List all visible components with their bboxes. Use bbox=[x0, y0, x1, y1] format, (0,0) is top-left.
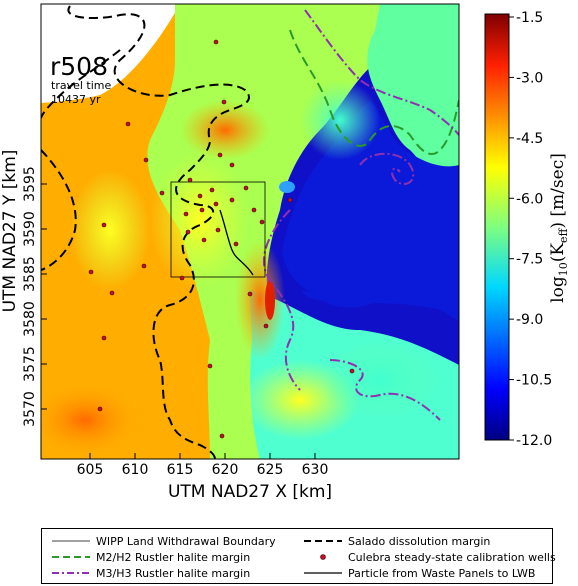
y-tick-label: 3570 bbox=[22, 391, 38, 427]
legend-item-m2h2: M2/H2 Rustler halite margin bbox=[52, 549, 250, 565]
y-tick-label: 3590 bbox=[22, 211, 38, 247]
travel-time-value: 10437 yr bbox=[51, 93, 101, 106]
dashed-line-icon bbox=[304, 535, 342, 547]
legend-item-particle: Particle from Waste Panels to LWB bbox=[304, 565, 535, 581]
x-tick-label: 620 bbox=[212, 462, 239, 478]
x-axis-ticks: 605 610 615 620 625 630 bbox=[77, 453, 329, 478]
legend-label: M2/H2 Rustler halite margin bbox=[96, 550, 251, 564]
colorbar-tick-label: -4.5 bbox=[516, 131, 543, 147]
legend-label: Salado dissolution margin bbox=[348, 534, 491, 548]
colorbar-label: log10(Keff) [m/sec] bbox=[548, 153, 570, 303]
colorbar-tick-label: -7.5 bbox=[516, 252, 543, 268]
colorbar bbox=[484, 13, 510, 441]
x-tick-label: 625 bbox=[257, 462, 284, 478]
colorbar-tick-label: -10.5 bbox=[516, 373, 552, 389]
legend-item-m3h3: M3/H3 Rustler halite margin bbox=[52, 565, 250, 581]
legend-item-wipp: WIPP Land Withdrawal Boundary bbox=[52, 533, 276, 549]
x-axis-label: UTM NAD27 X [km] bbox=[168, 482, 332, 502]
colorbar-tick-label: -12.0 bbox=[516, 433, 552, 449]
legend-item-wells: Culebra steady-state calibration wells bbox=[304, 549, 556, 565]
x-tick-label: 605 bbox=[77, 462, 104, 478]
y-axis-ticks: 3570 3575 3580 3585 3590 3595 bbox=[22, 166, 47, 427]
map-frame bbox=[40, 3, 460, 460]
colorbar-tick-label: -9.0 bbox=[516, 312, 543, 328]
x-tick-label: 630 bbox=[302, 462, 329, 478]
purple-dashdot-line-icon bbox=[52, 567, 90, 579]
legend-label: WIPP Land Withdrawal Boundary bbox=[96, 534, 276, 548]
colorbar-tick-label: -3.0 bbox=[516, 70, 543, 86]
map-raster bbox=[41, 4, 459, 459]
colorbar-tick-label: -6.0 bbox=[516, 191, 543, 207]
legend-label: M3/H3 Rustler halite margin bbox=[96, 566, 251, 580]
green-dashed-line-icon bbox=[52, 551, 90, 563]
solid-line-icon bbox=[304, 567, 342, 579]
y-tick-label: 3585 bbox=[22, 256, 38, 292]
x-tick-label: 610 bbox=[122, 462, 149, 478]
particle-path bbox=[219, 209, 254, 276]
colorbar-ticks: -1.5 -3.0 -4.5 -6.0 -7.5 -9.0 -10.5 -12.0 bbox=[509, 10, 552, 449]
wipp-boundary bbox=[170, 181, 266, 278]
legend-label: Particle from Waste Panels to LWB bbox=[348, 566, 536, 580]
x-tick-label: 615 bbox=[167, 462, 194, 478]
travel-time-label: travel time bbox=[51, 79, 111, 92]
thin-line-icon bbox=[52, 535, 90, 547]
colorbar-tick-label: -1.5 bbox=[516, 10, 543, 26]
legend: WIPP Land Withdrawal Boundary Salado dis… bbox=[41, 528, 556, 584]
legend-label: Culebra steady-state calibration wells bbox=[348, 550, 556, 564]
y-axis-label: UTM NAD27 Y [km] bbox=[0, 150, 20, 313]
y-tick-label: 3580 bbox=[22, 301, 38, 337]
legend-item-salado: Salado dissolution margin bbox=[304, 533, 490, 549]
calibration-wells bbox=[88, 39, 355, 439]
y-tick-label: 3595 bbox=[22, 166, 38, 202]
y-tick-label: 3575 bbox=[22, 346, 38, 382]
run-label: r508 bbox=[50, 52, 108, 81]
well-dot-icon bbox=[304, 551, 342, 563]
